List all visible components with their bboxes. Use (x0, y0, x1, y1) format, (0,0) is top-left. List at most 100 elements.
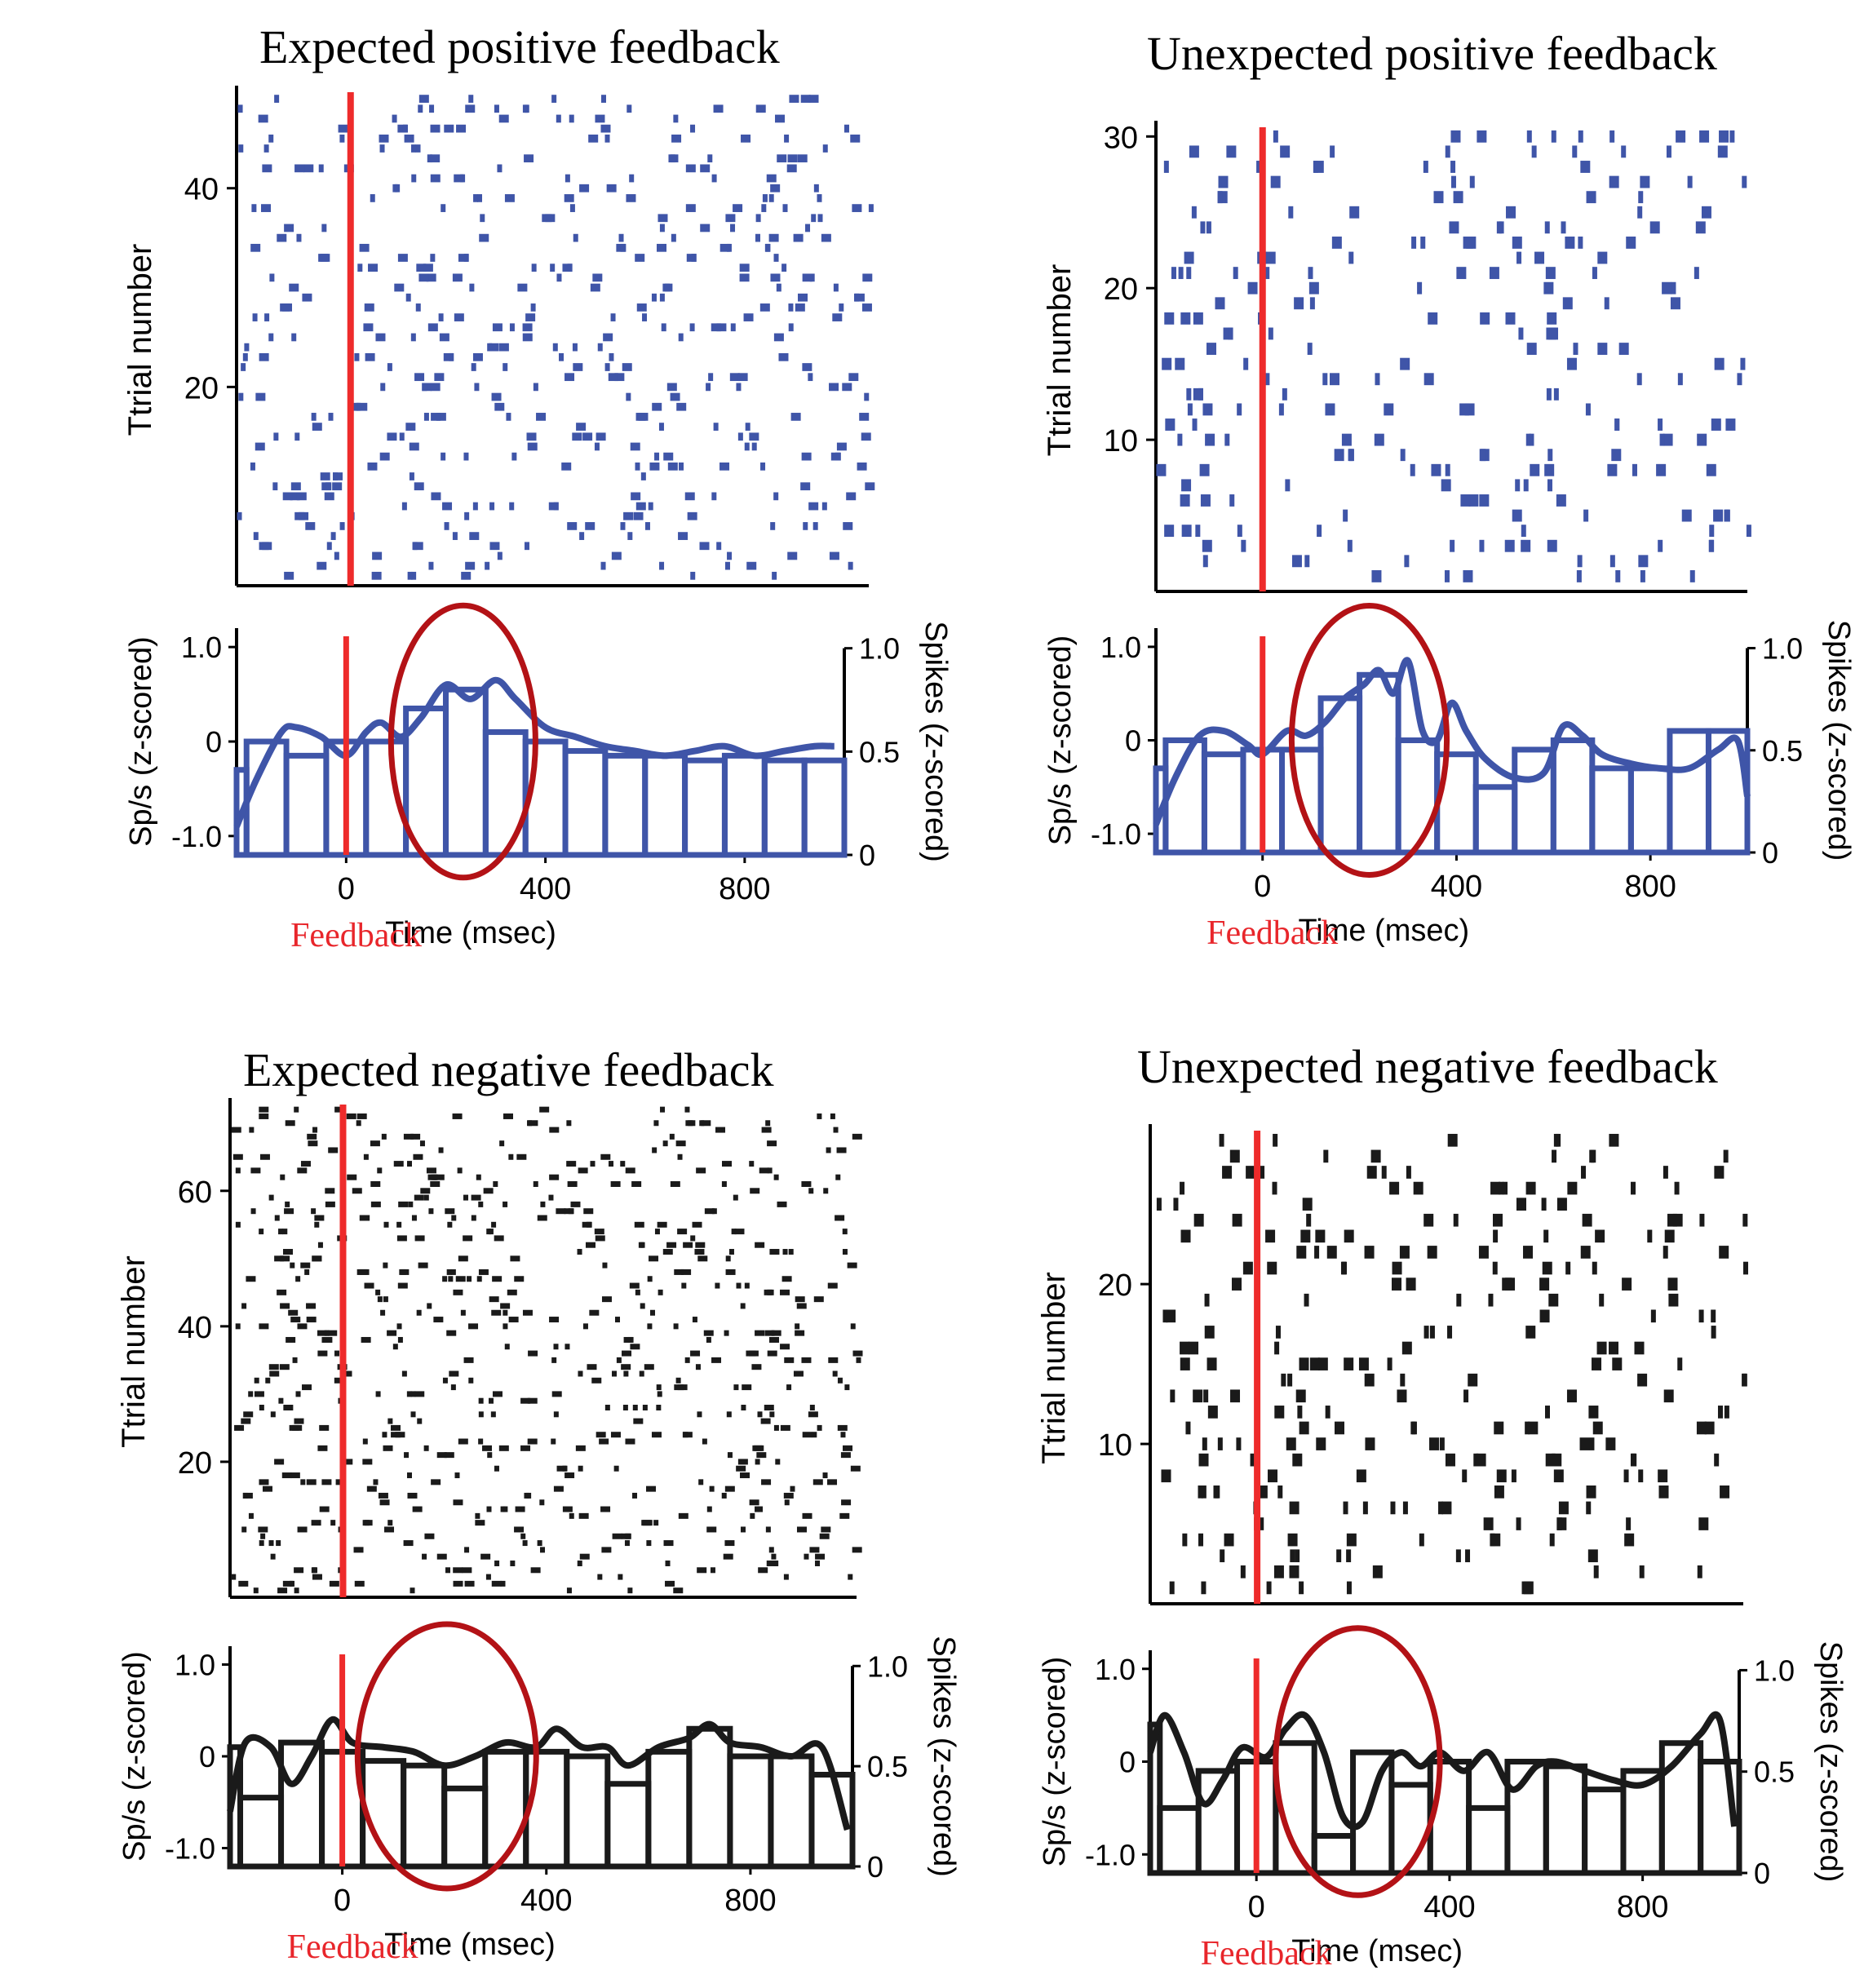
spike-mark (1389, 1181, 1400, 1195)
spike-mark (1529, 433, 1534, 446)
spike-mark (1516, 1198, 1526, 1211)
spike-mark (707, 154, 713, 163)
spike-mark (1229, 494, 1235, 507)
spike-mark (839, 303, 844, 312)
spike-mark (411, 174, 417, 183)
spike-mark (635, 462, 640, 471)
spike-mark (1304, 555, 1310, 568)
spike-mark (1597, 251, 1608, 264)
spike-mark (453, 1580, 463, 1587)
x-axis-label: Time (msec) (385, 916, 556, 950)
spike-mark (601, 1296, 612, 1303)
spike-mark (1213, 1485, 1219, 1499)
spike-mark (463, 1194, 469, 1201)
spike-mark (1523, 1246, 1534, 1259)
spike-mark (1307, 343, 1313, 355)
spike-mark (826, 1147, 831, 1153)
spike-mark (1392, 1261, 1402, 1275)
spike-mark (736, 1282, 742, 1289)
psth-x-tick-label: 0 (334, 1884, 351, 1918)
spike-mark (1572, 145, 1578, 158)
spike-mark (537, 1215, 547, 1221)
spike-mark (622, 363, 632, 371)
spike-mark (1725, 509, 1730, 522)
spike-mark (565, 1344, 570, 1350)
spike-mark (1340, 1261, 1346, 1275)
spike-mark (1729, 130, 1735, 143)
spike-mark (300, 1161, 311, 1167)
spike-mark (431, 492, 441, 501)
spike-mark (1299, 1581, 1304, 1595)
spike-mark (646, 1540, 652, 1547)
spike-mark (852, 1547, 862, 1553)
spike-mark (285, 1201, 290, 1207)
spike-mark (527, 1120, 533, 1127)
spike-mark (383, 1262, 388, 1269)
spike-mark (848, 373, 859, 382)
spike-mark (1543, 281, 1554, 294)
spike-mark (1289, 1565, 1299, 1578)
spike-mark (782, 204, 788, 212)
psth-left-label: Sp/s (z-scored) (1043, 635, 1078, 846)
spike-mark (1346, 1581, 1352, 1595)
spike-mark (536, 413, 547, 421)
spike-mark (694, 1249, 705, 1255)
spike-mark (498, 1445, 509, 1451)
spike-mark (1229, 1149, 1240, 1163)
spike-mark (1468, 494, 1479, 507)
spike-mark (1490, 1181, 1501, 1195)
spike-mark (730, 323, 736, 332)
spike-mark (737, 432, 743, 441)
spike-mark (808, 502, 819, 511)
spike-mark (475, 1512, 480, 1519)
spike-mark (354, 352, 360, 361)
spike-mark (760, 462, 766, 471)
spike-mark (364, 303, 374, 312)
spike-mark (401, 502, 407, 511)
spike-mark (677, 1153, 683, 1160)
spike-mark (1490, 1533, 1495, 1547)
spike-mark (1371, 569, 1382, 582)
spike-mark (724, 1540, 735, 1547)
psth-bar (604, 1781, 652, 1870)
spike-mark (800, 95, 811, 103)
spike-mark (472, 352, 483, 361)
spike-mark (582, 1323, 588, 1330)
spike-mark (1265, 251, 1276, 264)
spike-mark (382, 1432, 387, 1438)
spike-mark (1658, 418, 1663, 431)
spike-mark (251, 204, 257, 212)
spike-mark (687, 511, 697, 520)
psth-bar (1698, 1759, 1742, 1876)
psth-bar (761, 757, 808, 858)
spike-mark (676, 402, 687, 411)
spike-mark (1447, 1326, 1453, 1339)
raster-y-label: Ttrial number (122, 244, 158, 436)
spike-mark (1372, 1565, 1383, 1578)
spike-mark (1390, 1501, 1396, 1515)
spike-mark (1401, 1341, 1412, 1355)
spike-mark (793, 1370, 804, 1377)
psth-x-tick-label: 800 (724, 1884, 776, 1918)
spike-mark (548, 502, 559, 511)
spike-mark (1634, 1341, 1645, 1355)
psth-x-tick-label: 800 (1617, 1890, 1668, 1924)
spike-mark (250, 462, 255, 471)
spike-mark (1640, 569, 1645, 582)
spike-mark (426, 1167, 436, 1174)
spike-mark (626, 104, 632, 113)
spike-mark (268, 1364, 279, 1370)
spike-mark (624, 1540, 630, 1547)
spike-mark (848, 1574, 853, 1580)
spike-mark (786, 1384, 792, 1391)
spike-mark (1330, 373, 1340, 386)
spike-mark (294, 1567, 304, 1574)
spike-mark (767, 1350, 777, 1357)
spike-mark (1717, 145, 1728, 158)
spike-mark (1237, 403, 1242, 416)
spike-mark (404, 1452, 410, 1459)
spike-mark (1516, 1517, 1521, 1530)
spike-mark (1593, 1565, 1599, 1578)
spike-mark (1226, 145, 1237, 158)
